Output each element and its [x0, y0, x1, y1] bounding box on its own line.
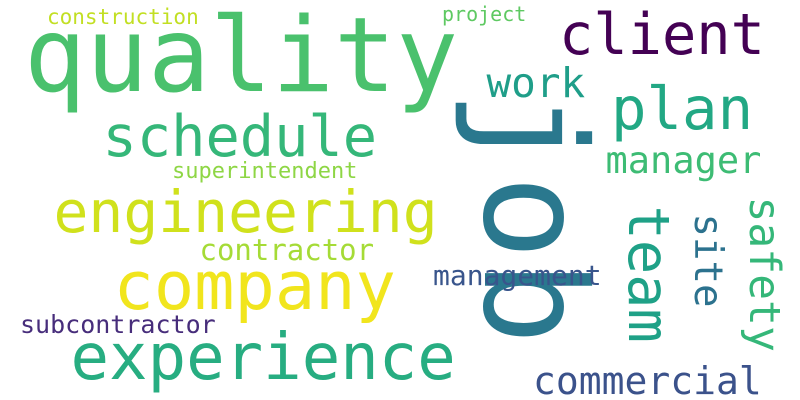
word-construction: construction	[47, 5, 199, 29]
word-project: project	[442, 2, 527, 26]
word-plan: plan	[611, 74, 754, 143]
word-manager: manager	[605, 139, 762, 182]
word-contractor: contractor	[199, 233, 375, 267]
word-safety: safety	[739, 196, 789, 352]
word-site: site	[685, 213, 730, 308]
word-company: company	[113, 247, 396, 325]
word-superintendent: superintendent	[172, 159, 358, 184]
word-client: client	[559, 2, 765, 68]
word-engineering: engineering	[53, 178, 438, 246]
word-commercial: commercial	[533, 359, 762, 400]
word-quality: quality	[24, 0, 459, 116]
word-schedule: schedule	[102, 104, 378, 170]
word-work: work	[486, 59, 586, 107]
word-subcontractor: subcontractor	[20, 310, 216, 339]
word-management: management	[433, 259, 602, 292]
word-job: job	[451, 90, 615, 345]
word-team: team	[615, 205, 681, 343]
word-experience: experience	[70, 321, 456, 395]
